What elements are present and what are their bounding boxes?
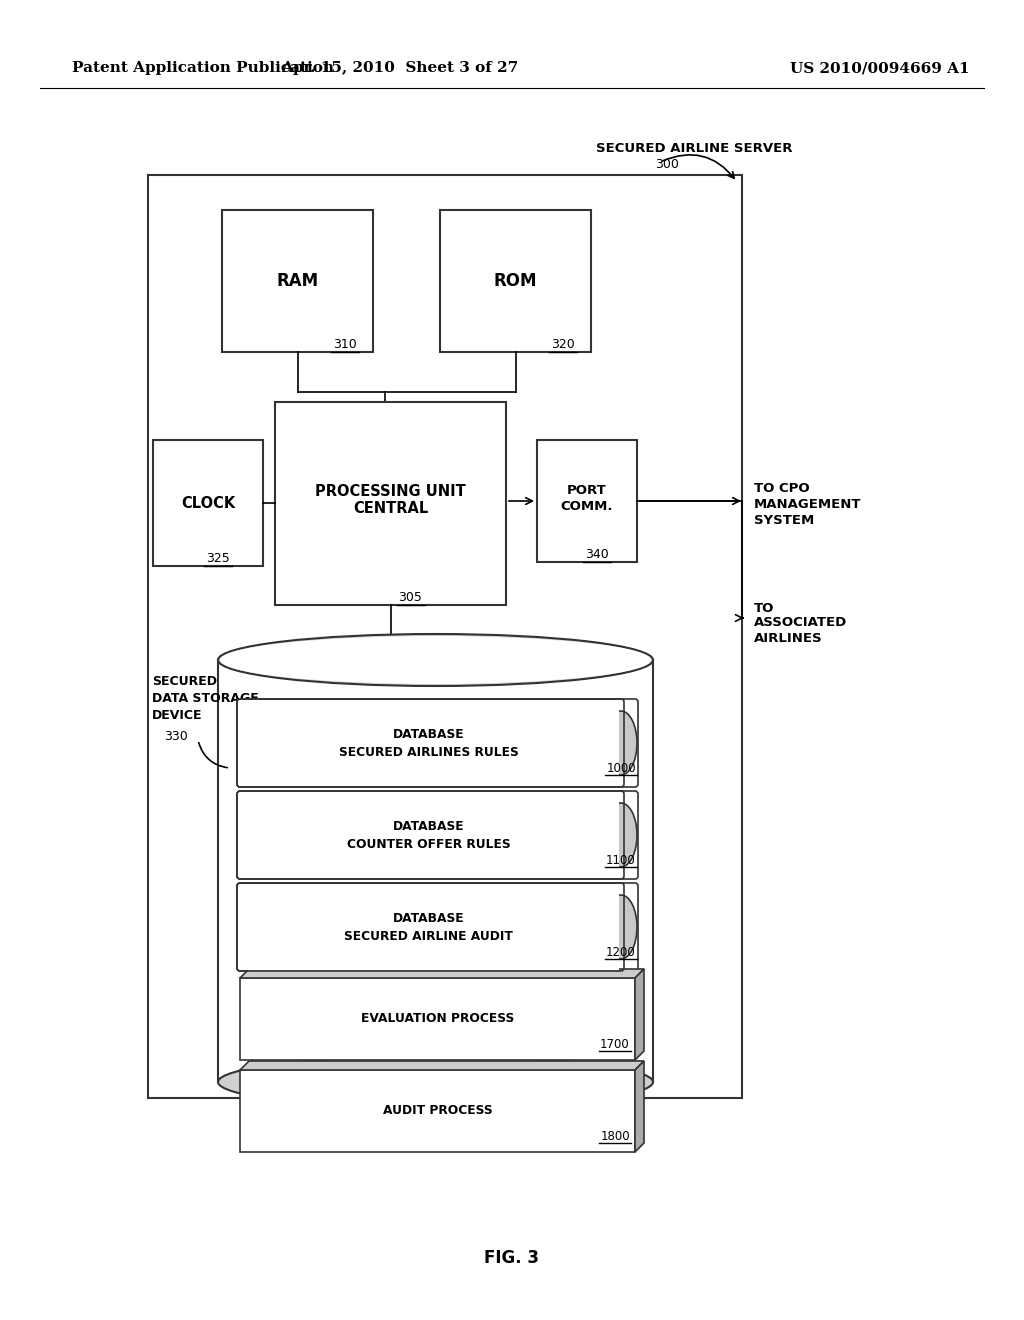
Text: 340: 340 [585, 548, 609, 561]
Text: AIRLINES: AIRLINES [754, 631, 822, 644]
Bar [218, 660, 653, 1082]
Text: DEVICE: DEVICE [152, 709, 203, 722]
Text: AUDIT PROCESS: AUDIT PROCESS [383, 1105, 493, 1118]
Text: ASSOCIATED: ASSOCIATED [754, 616, 847, 630]
Text: TO: TO [754, 602, 774, 615]
Ellipse shape [605, 711, 637, 775]
Text: 1100: 1100 [606, 854, 636, 866]
Text: SECURED AIRLINE SERVER: SECURED AIRLINE SERVER [596, 141, 793, 154]
Text: Patent Application Publication: Patent Application Publication [72, 61, 334, 75]
Ellipse shape [218, 634, 653, 686]
Text: CENTRAL: CENTRAL [353, 502, 428, 516]
FancyBboxPatch shape [237, 791, 638, 879]
Text: COUNTER OFFER RULES: COUNTER OFFER RULES [347, 837, 510, 850]
Text: DATABASE: DATABASE [392, 820, 464, 833]
Text: PORT: PORT [567, 484, 607, 498]
Ellipse shape [605, 895, 637, 958]
Text: 1200: 1200 [606, 945, 636, 958]
Text: DATABASE: DATABASE [392, 912, 464, 924]
Bar [537, 440, 637, 562]
Polygon shape [240, 1061, 644, 1071]
Text: 305: 305 [398, 591, 423, 605]
Text: 320: 320 [551, 338, 574, 351]
Text: DATA STORAGE: DATA STORAGE [152, 692, 259, 705]
Text: 310: 310 [333, 338, 357, 351]
Text: SECURED AIRLINES RULES: SECURED AIRLINES RULES [339, 746, 518, 759]
Text: SYSTEM: SYSTEM [754, 515, 814, 528]
Ellipse shape [218, 1056, 653, 1107]
Ellipse shape [220, 636, 651, 684]
Text: PROCESSING UNIT: PROCESSING UNIT [315, 484, 466, 499]
Bar [240, 892, 618, 970]
Text: 1700: 1700 [600, 1038, 630, 1051]
Text: COMM.: COMM. [561, 499, 613, 512]
Text: EVALUATION PROCESS: EVALUATION PROCESS [360, 1012, 514, 1026]
Text: US 2010/0094669 A1: US 2010/0094669 A1 [790, 61, 970, 75]
Bar [240, 800, 618, 878]
Text: ROM: ROM [494, 272, 538, 290]
Bar [440, 210, 591, 352]
Text: FIG. 3: FIG. 3 [484, 1249, 540, 1267]
FancyBboxPatch shape [237, 883, 638, 972]
Text: 325: 325 [206, 552, 229, 565]
Polygon shape [635, 1061, 644, 1152]
Text: CLOCK: CLOCK [181, 495, 236, 511]
Text: RAM: RAM [276, 272, 318, 290]
Polygon shape [635, 969, 644, 1060]
Text: 300: 300 [655, 158, 679, 172]
Text: MANAGEMENT: MANAGEMENT [754, 499, 861, 511]
Text: TO CPO: TO CPO [754, 483, 810, 495]
Bar [153, 440, 263, 566]
Bar [240, 1071, 635, 1152]
Bar [275, 403, 506, 605]
Bar [240, 708, 618, 785]
Text: 1800: 1800 [600, 1130, 630, 1143]
FancyBboxPatch shape [237, 700, 638, 787]
Text: DATABASE: DATABASE [392, 727, 464, 741]
Text: 1000: 1000 [606, 762, 636, 775]
Bar [148, 176, 742, 1098]
Polygon shape [240, 969, 644, 978]
Text: SECURED: SECURED [152, 675, 217, 688]
Bar [222, 210, 373, 352]
Ellipse shape [605, 803, 637, 867]
Bar [240, 978, 635, 1060]
Text: 330: 330 [164, 730, 187, 743]
Text: SECURED AIRLINE AUDIT: SECURED AIRLINE AUDIT [344, 929, 513, 942]
Text: Apr. 15, 2010  Sheet 3 of 27: Apr. 15, 2010 Sheet 3 of 27 [282, 61, 518, 75]
